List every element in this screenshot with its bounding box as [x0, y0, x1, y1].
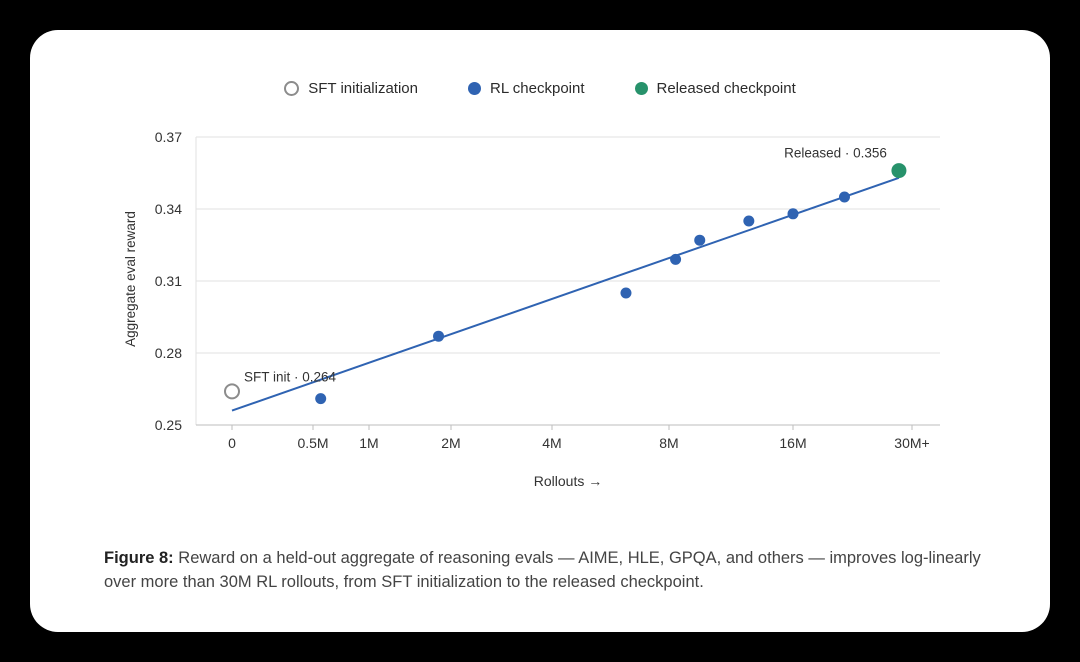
legend-label-rl: RL checkpoint — [490, 80, 585, 97]
legend-marker-rl — [468, 82, 481, 95]
rl-point — [620, 287, 632, 299]
legend-item-rl: RL checkpoint — [468, 80, 585, 97]
figure-card — [30, 30, 1050, 632]
rl-point — [694, 234, 706, 246]
sft-point — [224, 383, 240, 400]
x-tick-label: 16M — [779, 435, 806, 451]
rl-point — [743, 215, 755, 227]
chart-legend: SFT initialization RL checkpoint Release… — [0, 80, 1080, 97]
y-tick-label: 0.31 — [155, 273, 182, 289]
rl-point — [838, 191, 850, 203]
x-tick-label: 0.5M — [297, 435, 328, 451]
rl-point — [787, 208, 799, 220]
x-tick-label: 2M — [441, 435, 460, 451]
legend-marker-released — [634, 82, 648, 95]
legend-label-released: Released checkpoint — [656, 80, 796, 97]
x-axis-label: Rollouts → — [534, 473, 602, 489]
y-tick-label: 0.25 — [155, 417, 182, 433]
rl-point — [433, 330, 445, 342]
caption-label: Figure 8: — [104, 549, 174, 567]
legend-marker-sft — [284, 81, 300, 96]
y-tick-label: 0.34 — [155, 201, 182, 217]
trend-line — [231, 176, 900, 412]
annotation-sft: SFT init · 0.264 — [244, 369, 337, 384]
figure-caption: Figure 8: Reward on a held-out aggregate… — [104, 546, 984, 594]
x-tick-label: 8M — [659, 435, 678, 451]
released-point — [891, 163, 907, 179]
y-axis-label: Aggregate eval reward — [123, 211, 138, 347]
legend-item-sft: SFT initialization — [284, 80, 418, 97]
x-tick-label: 30M+ — [894, 435, 929, 451]
y-tick-label: 0.37 — [155, 129, 182, 145]
legend-item-released: Released checkpoint — [634, 80, 796, 97]
rl-point — [670, 253, 682, 265]
legend-label-sft: SFT initialization — [308, 80, 418, 97]
y-tick-label: 0.28 — [155, 345, 182, 361]
annotation-released: Released · 0.356 — [784, 146, 887, 161]
x-tick-label: 0 — [228, 435, 236, 451]
rl-point — [315, 393, 327, 405]
x-tick-label: 1M — [359, 435, 378, 451]
x-tick-label: 4M — [542, 435, 561, 451]
caption-text: Reward on a held-out aggregate of reason… — [104, 549, 981, 591]
